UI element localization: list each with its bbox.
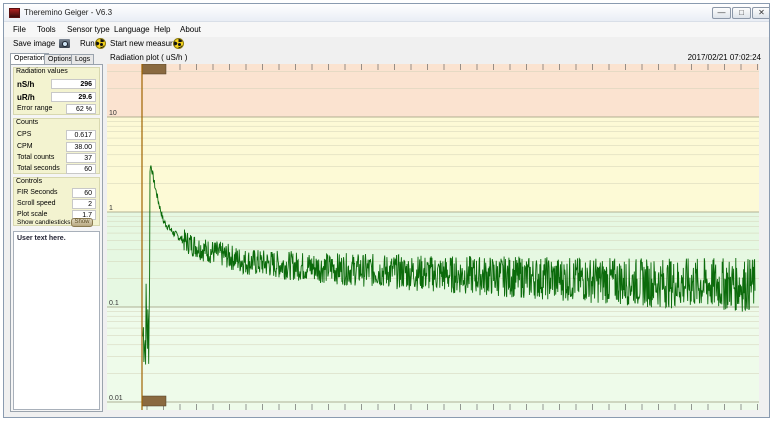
start-marker-top — [141, 64, 167, 75]
counts-group: Counts CPS 0.617 CPM 38.00 Total counts … — [13, 118, 100, 174]
maximize-button[interactable]: □ — [732, 7, 751, 19]
plot-area: Radiation plot ( uS/h ) 2017/02/21 07:02… — [107, 52, 763, 414]
radiation-values-group: Radiation values nS/h 296 uR/h 29.6 Erro… — [13, 67, 100, 115]
error-range-label: Error range — [17, 105, 53, 112]
menu-bar: File Tools Sensor type Language Help Abo… — [4, 22, 769, 37]
plot-title: Radiation plot ( uS/h ) — [110, 53, 188, 62]
fir-seconds-label: FIR Seconds — [17, 189, 58, 196]
window-title: Theremino Geiger - V6.3 — [24, 8, 113, 17]
plot-scale-label: Plot scale — [17, 211, 48, 218]
menu-file[interactable]: File — [13, 25, 26, 34]
menu-help[interactable]: Help — [154, 25, 171, 34]
y-tick-label: 10 — [109, 110, 117, 117]
y-tick-label: 0.01 — [109, 395, 123, 402]
nsh-value: 296 — [51, 79, 96, 89]
control-panel: Operation Options Logs Radiation values … — [10, 52, 103, 412]
radiation-trace — [142, 165, 756, 365]
tab-logs[interactable]: Logs — [71, 54, 95, 64]
total-counts-value: 37 — [66, 153, 96, 163]
menu-tools[interactable]: Tools — [37, 25, 56, 34]
plot-band-bottom — [107, 307, 759, 410]
group-title: Controls — [16, 178, 43, 185]
total-counts-label: Total counts — [17, 154, 55, 161]
urh-label: uR/h — [17, 93, 35, 102]
app-icon — [9, 8, 20, 18]
main-window: Theremino Geiger - V6.3 — □ ✕ File Tools… — [3, 3, 770, 418]
menu-sensor-type[interactable]: Sensor type — [67, 25, 110, 34]
scroll-speed-label: Scroll speed — [17, 200, 56, 207]
group-title: Radiation values — [16, 68, 68, 75]
camera-icon[interactable] — [59, 39, 70, 48]
start-marker-bottom — [141, 395, 167, 407]
y-tick-label: 1 — [109, 205, 113, 212]
error-range-value: 62 % — [66, 104, 96, 114]
radiation-plot[interactable]: 10 1 0.1 0.01 — [107, 64, 759, 410]
total-seconds-label: Total seconds — [17, 165, 60, 172]
run-button[interactable]: Run — [80, 39, 95, 48]
plot-band-top — [107, 64, 759, 117]
y-tick-label: 0.1 — [109, 300, 119, 307]
cps-value: 0.617 — [66, 130, 96, 140]
urh-value: 29.6 — [51, 92, 96, 102]
cps-label: CPS — [17, 131, 32, 138]
menu-about[interactable]: About — [180, 25, 201, 34]
controls-group: Controls FIR Seconds 60 Scroll speed 2 P… — [13, 177, 100, 226]
radiation-icon[interactable] — [95, 38, 106, 49]
title-bar[interactable]: Theremino Geiger - V6.3 — □ ✕ — [4, 4, 769, 22]
cpm-label: CPM — [17, 143, 33, 150]
minimize-button[interactable]: — — [712, 7, 731, 19]
start-new-measure-button[interactable]: Start new measure — [110, 39, 178, 48]
operation-tab-body: Radiation values nS/h 296 uR/h 29.6 Erro… — [10, 64, 103, 412]
nsh-label: nS/h — [17, 80, 35, 89]
plot-timestamp: 2017/02/21 07:02:24 — [687, 53, 761, 62]
cpm-value: 38.00 — [66, 142, 96, 152]
total-seconds-value: 60 — [66, 164, 96, 174]
plot-band-low — [107, 212, 759, 307]
show-candlesticks-label: Show candlesticks — [17, 219, 71, 226]
save-image-button[interactable]: Save image — [13, 39, 56, 48]
user-text: User text here. — [17, 235, 66, 242]
scroll-speed-input[interactable]: 2 — [72, 199, 96, 209]
group-title: Counts — [16, 119, 39, 126]
radiation-icon[interactable] — [173, 38, 184, 49]
fir-seconds-input[interactable]: 60 — [72, 188, 96, 198]
menu-language[interactable]: Language — [114, 25, 150, 34]
close-button[interactable]: ✕ — [752, 7, 769, 19]
toolbar: Save image Run Start new measure — [4, 37, 769, 51]
plot-band-mid — [107, 117, 759, 212]
user-text-box[interactable]: User text here. — [13, 231, 100, 410]
show-candlesticks-button[interactable]: Show — [71, 218, 93, 227]
